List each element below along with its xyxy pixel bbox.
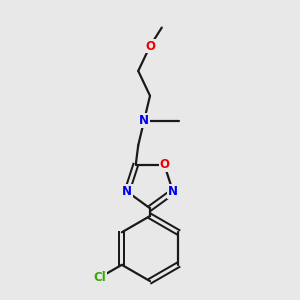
Text: O: O — [159, 158, 169, 171]
Text: N: N — [122, 185, 132, 198]
Text: Cl: Cl — [94, 271, 106, 284]
Text: N: N — [168, 185, 178, 198]
Text: N: N — [139, 114, 149, 127]
Text: O: O — [145, 40, 155, 53]
